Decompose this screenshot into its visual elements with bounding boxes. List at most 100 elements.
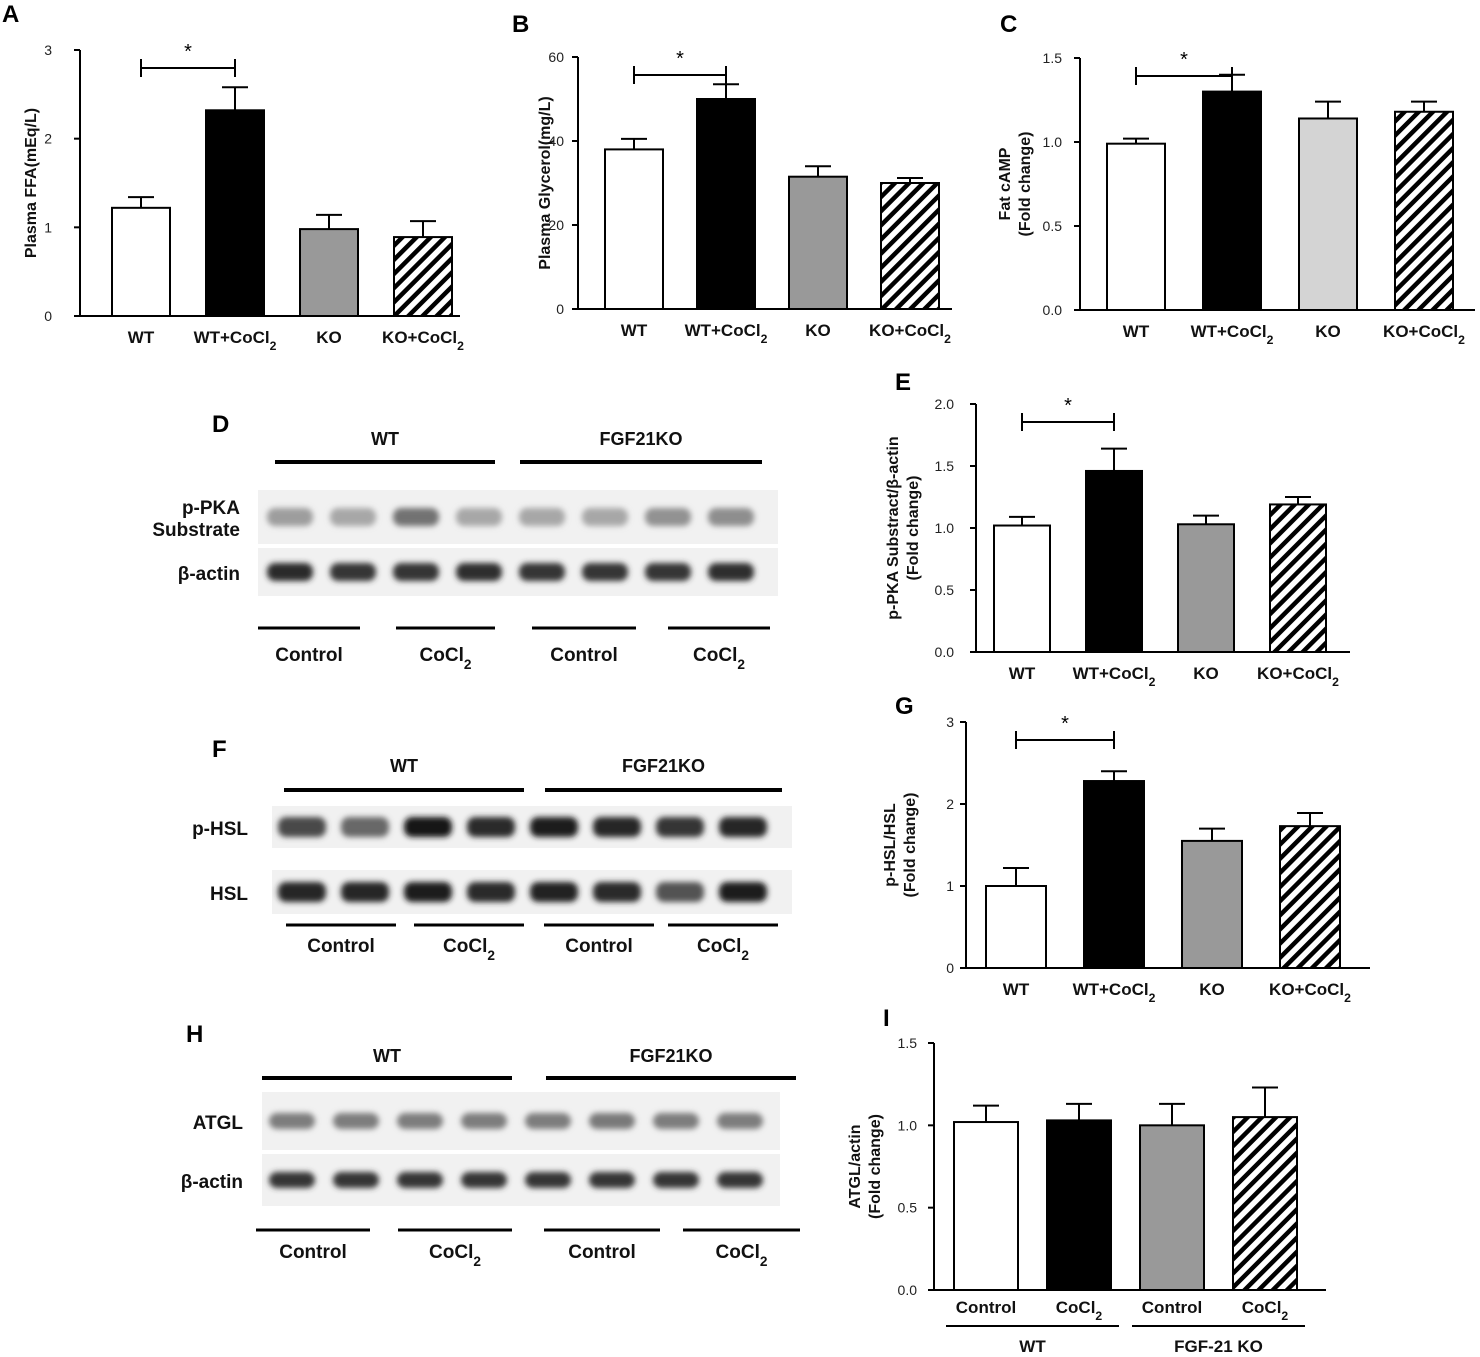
bar xyxy=(1232,1116,1298,1291)
y-tick-label: 0.5 xyxy=(935,582,955,598)
blot-band xyxy=(645,563,691,581)
blot-band xyxy=(530,882,578,902)
category-label: KO+CoCl2 xyxy=(1269,980,1351,1005)
bar xyxy=(1298,117,1358,312)
panel-label-a: A xyxy=(2,1,19,28)
bar-charts: 0 1 2 3 Plasma FFA(mEq/L) WT WT+CoCl2 KO KO+CoCl… xyxy=(23,41,1475,1356)
blot-row-label: β-actin xyxy=(178,564,240,585)
significance-star: * xyxy=(1061,713,1069,735)
panel-label-b: B xyxy=(512,11,529,38)
category-label: KO+CoCl2 xyxy=(1257,664,1339,689)
y-axis-label: Plasma Glycerol(mg/L) xyxy=(537,96,554,269)
y-axis-label: (Fold change) xyxy=(1017,132,1034,237)
y-tick-label: 0.0 xyxy=(1043,302,1063,318)
bar xyxy=(1046,1119,1112,1291)
category-label: KO xyxy=(1199,980,1225,999)
blot-band xyxy=(269,1113,315,1129)
blot-band xyxy=(719,817,767,837)
blot-h: WT FGF21KO ATGL β-actin Control CoCl2 Control C… xyxy=(181,1046,800,1269)
blot-treatment-label: Control xyxy=(568,1242,636,1263)
blot-treatment-label: CoCl2 xyxy=(420,645,472,672)
blot-treatment-label: CoCl2 xyxy=(716,1242,768,1269)
significance-star: * xyxy=(1180,49,1188,71)
y-tick-label: 1.5 xyxy=(1043,50,1063,66)
y-tick-label: 3 xyxy=(946,714,954,730)
bar xyxy=(1139,1124,1205,1292)
blot-row-label: HSL xyxy=(210,884,248,905)
blot-group-label: WT xyxy=(371,429,399,449)
blot-band xyxy=(645,508,691,526)
category-label: KO xyxy=(805,321,831,340)
chart-b: 0 20 40 60 Plasma Glycerol(mg/L) WT WT+CoCl2 KO… xyxy=(537,48,952,346)
category-label: WT xyxy=(1009,664,1036,683)
blot-band xyxy=(653,1172,699,1188)
category-label: WT xyxy=(621,321,648,340)
y-tick-label: 0 xyxy=(44,308,52,324)
blot-band xyxy=(582,508,628,526)
y-axis-label: p-PKA Substract/β-actin xyxy=(885,436,902,619)
blot-row-label: p-PKA xyxy=(182,498,240,519)
y-tick-label: 2.0 xyxy=(935,396,955,412)
category-label: KO+CoCl2 xyxy=(1383,322,1465,347)
y-tick-label: 20 xyxy=(548,217,564,233)
blot-band xyxy=(530,817,578,837)
blot-band xyxy=(404,817,452,837)
blot-treatment-label: Control xyxy=(307,936,375,957)
blot-band xyxy=(404,882,452,902)
category-label: WT xyxy=(1123,322,1150,341)
bar xyxy=(1177,523,1235,654)
blot-band xyxy=(267,563,313,581)
blot-band xyxy=(333,1172,379,1188)
bar xyxy=(1202,90,1262,311)
category-label: KO xyxy=(316,328,342,347)
blot-band xyxy=(341,817,389,837)
blot-band xyxy=(708,563,754,581)
blot-treatment-label: Control xyxy=(279,1242,347,1263)
category-label: WT+CoCl2 xyxy=(685,321,768,346)
blot-band xyxy=(397,1172,443,1188)
blot-f: WT FGF21KO p-HSL HSL Control CoCl2 Control CoCl… xyxy=(192,756,792,963)
category-label: WT+CoCl2 xyxy=(1073,664,1156,689)
bar xyxy=(985,885,1047,969)
blot-treatment-label: CoCl2 xyxy=(429,1242,481,1269)
blot-group-label: WT xyxy=(373,1046,401,1066)
chart-c: 0.0 0.5 1.0 1.5 Fat cAMP (Fold change) WT WT+Co… xyxy=(997,49,1475,347)
bar xyxy=(1083,780,1145,969)
category-label: Control xyxy=(956,1298,1016,1317)
blot-band xyxy=(717,1172,763,1188)
y-tick-label: 40 xyxy=(548,133,564,149)
category-label: KO xyxy=(1315,322,1341,341)
panel-label-g: G xyxy=(895,693,914,720)
blot-band xyxy=(593,817,641,837)
category-label: WT+CoCl2 xyxy=(194,328,277,353)
y-tick-label: 0 xyxy=(556,301,564,317)
y-tick-label: 0.5 xyxy=(1043,218,1063,234)
blot-band xyxy=(467,882,515,902)
y-axis-label: ATGL/actin xyxy=(847,1124,864,1208)
blot-band xyxy=(589,1113,635,1129)
blot-band xyxy=(269,1172,315,1188)
blot-band xyxy=(653,1113,699,1129)
chart-a: 0 1 2 3 Plasma FFA(mEq/L) WT WT+CoCl2 KO KO+CoCl… xyxy=(23,41,464,353)
blot-band xyxy=(393,563,439,581)
y-axis-label: Fat cAMP xyxy=(997,147,1014,220)
blot-band xyxy=(525,1113,571,1129)
blot-row-label: β-actin xyxy=(181,1172,243,1193)
blot-band xyxy=(456,563,502,581)
blot-band xyxy=(330,508,376,526)
blot-band xyxy=(519,563,565,581)
blot-band xyxy=(589,1172,635,1188)
blot-group-label: FGF21KO xyxy=(622,756,705,776)
panel-label-e: E xyxy=(895,369,911,396)
blot-row-label: p-HSL xyxy=(192,819,248,840)
category-label: WT+CoCl2 xyxy=(1191,322,1274,347)
bar xyxy=(1106,142,1166,311)
blot-band xyxy=(708,508,754,526)
blot-row-label: Substrate xyxy=(152,520,240,541)
y-tick-label: 1.0 xyxy=(898,1117,918,1133)
blot-band xyxy=(397,1113,443,1129)
category-label: WT xyxy=(128,328,155,347)
y-tick-label: 1.5 xyxy=(898,1035,918,1051)
blot-group-label: FGF21KO xyxy=(629,1046,712,1066)
